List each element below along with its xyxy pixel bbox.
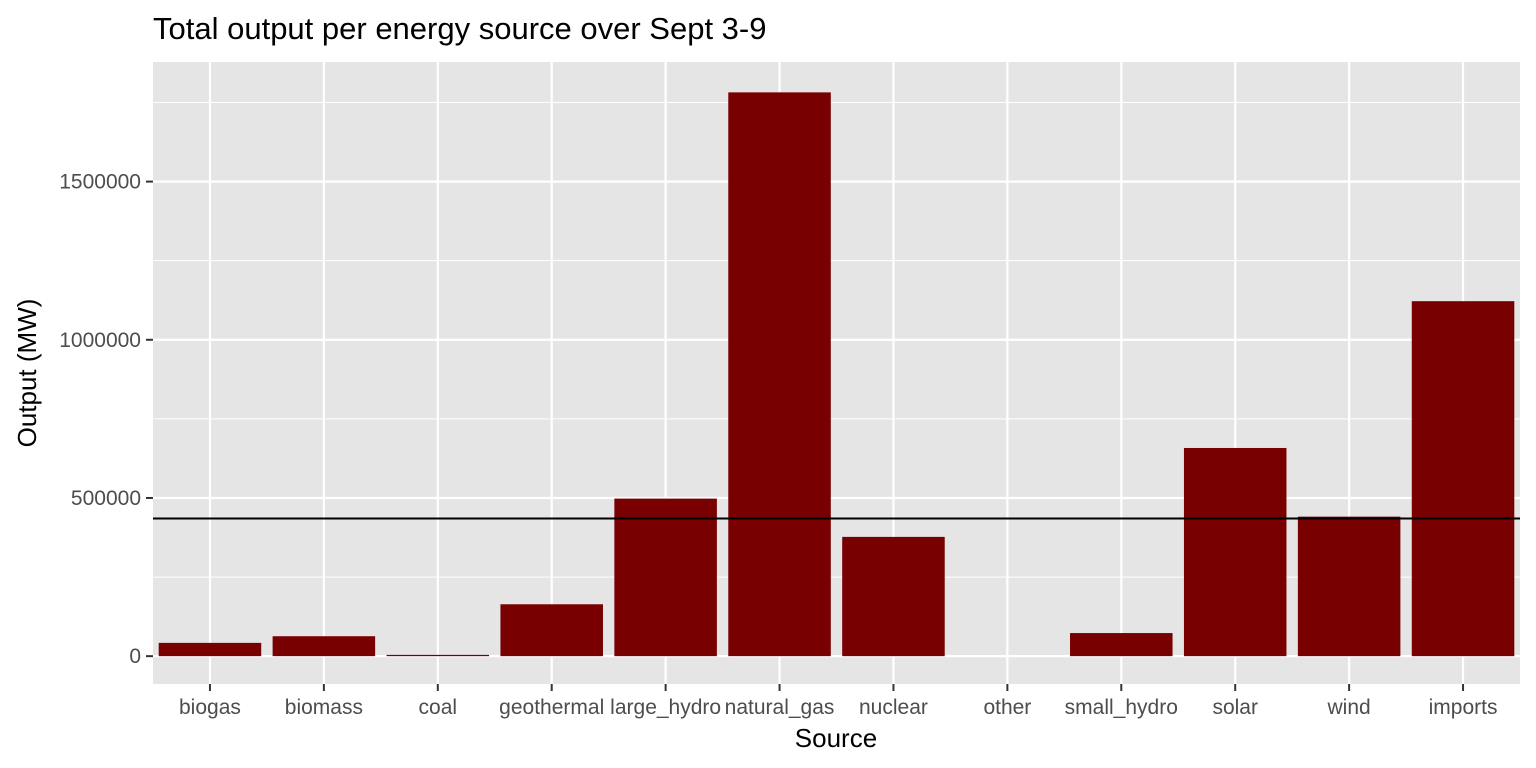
bar-natural_gas [728, 92, 831, 657]
bar-imports [1411, 301, 1515, 657]
bar-nuclear [842, 536, 945, 657]
y-axis-ticks: 0 500000 1000000 1500000 [59, 171, 153, 668]
y-tick-label: 500000 [71, 487, 141, 510]
plot-panel [153, 62, 1520, 684]
y-axis-title: Output (MW) [12, 299, 42, 448]
x-tick-label: biogas [179, 696, 241, 719]
x-tick-label: natural_gas [725, 696, 835, 719]
x-tick-label: small_hydro [1065, 696, 1178, 719]
x-tick-label: wind [1327, 696, 1371, 719]
minor-gridlines [153, 101, 1520, 578]
y-tick-label: 1000000 [59, 329, 141, 352]
bar-biogas [158, 642, 262, 657]
y-tick-label: 0 [129, 645, 141, 668]
bars [158, 92, 1515, 657]
x-tick-label: biomass [285, 696, 363, 719]
bar-coal [386, 654, 490, 657]
bar-solar [1183, 447, 1287, 657]
x-tick-label: imports [1429, 696, 1498, 719]
bar-geothermal [500, 604, 603, 657]
x-tick-label: geothermal [499, 696, 604, 719]
bar-large_hydro [614, 498, 717, 657]
y-tick-label: 1500000 [59, 171, 141, 194]
x-tick-label: other [983, 696, 1031, 719]
x-tick-label: coal [419, 696, 458, 719]
x-tick-label: solar [1212, 696, 1258, 719]
x-tick-label: large_hydro [610, 696, 721, 719]
bar-biomass [272, 636, 376, 657]
x-axis-title: Source [795, 723, 877, 753]
x-axis-ticks: biogas biomass coal geothermal large_hydro na… [179, 684, 1497, 719]
bar-small_hydro [1070, 633, 1173, 657]
bar-wind [1297, 516, 1401, 657]
x-tick-label: nuclear [859, 696, 928, 719]
chart-title: Total output per energy source over Sept… [153, 11, 766, 46]
